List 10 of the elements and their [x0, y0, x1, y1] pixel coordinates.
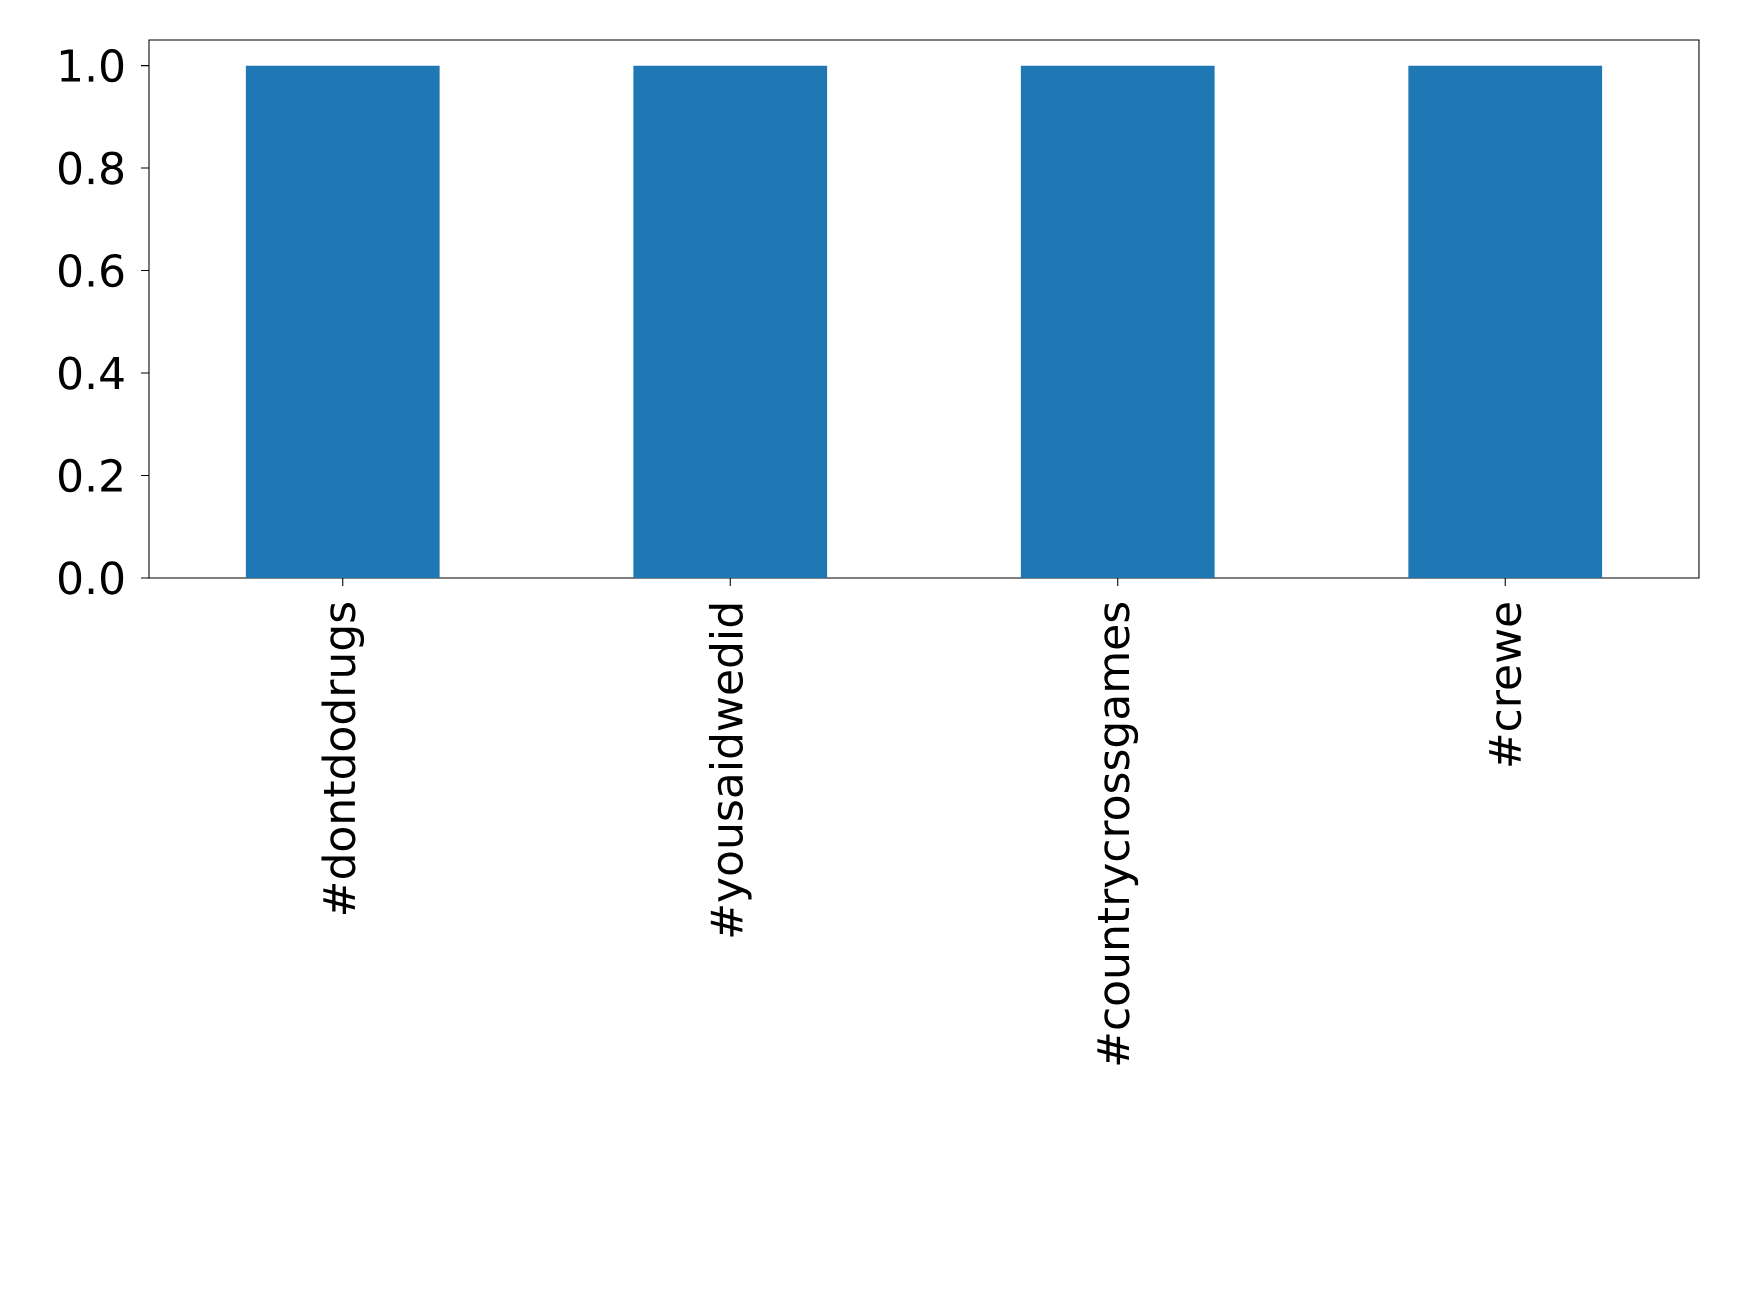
- x-tick-label: #yousaidwedid: [708, 604, 752, 937]
- y-tick-label: 0.2: [59, 458, 122, 493]
- y-tick-label: 0.8: [59, 151, 124, 185]
- y-tick-label: 0.4: [59, 356, 124, 390]
- y-tick-label: 0.6: [59, 253, 124, 288]
- y-tick-label: 1.0: [60, 48, 124, 83]
- x-tick-label: #countrycrossgames: [1097, 602, 1139, 1065]
- x-tick-label: #crewe: [1489, 603, 1522, 766]
- x-tick-label: #dontdodrugs: [321, 603, 365, 914]
- y-tick-label: 0.0: [59, 561, 124, 595]
